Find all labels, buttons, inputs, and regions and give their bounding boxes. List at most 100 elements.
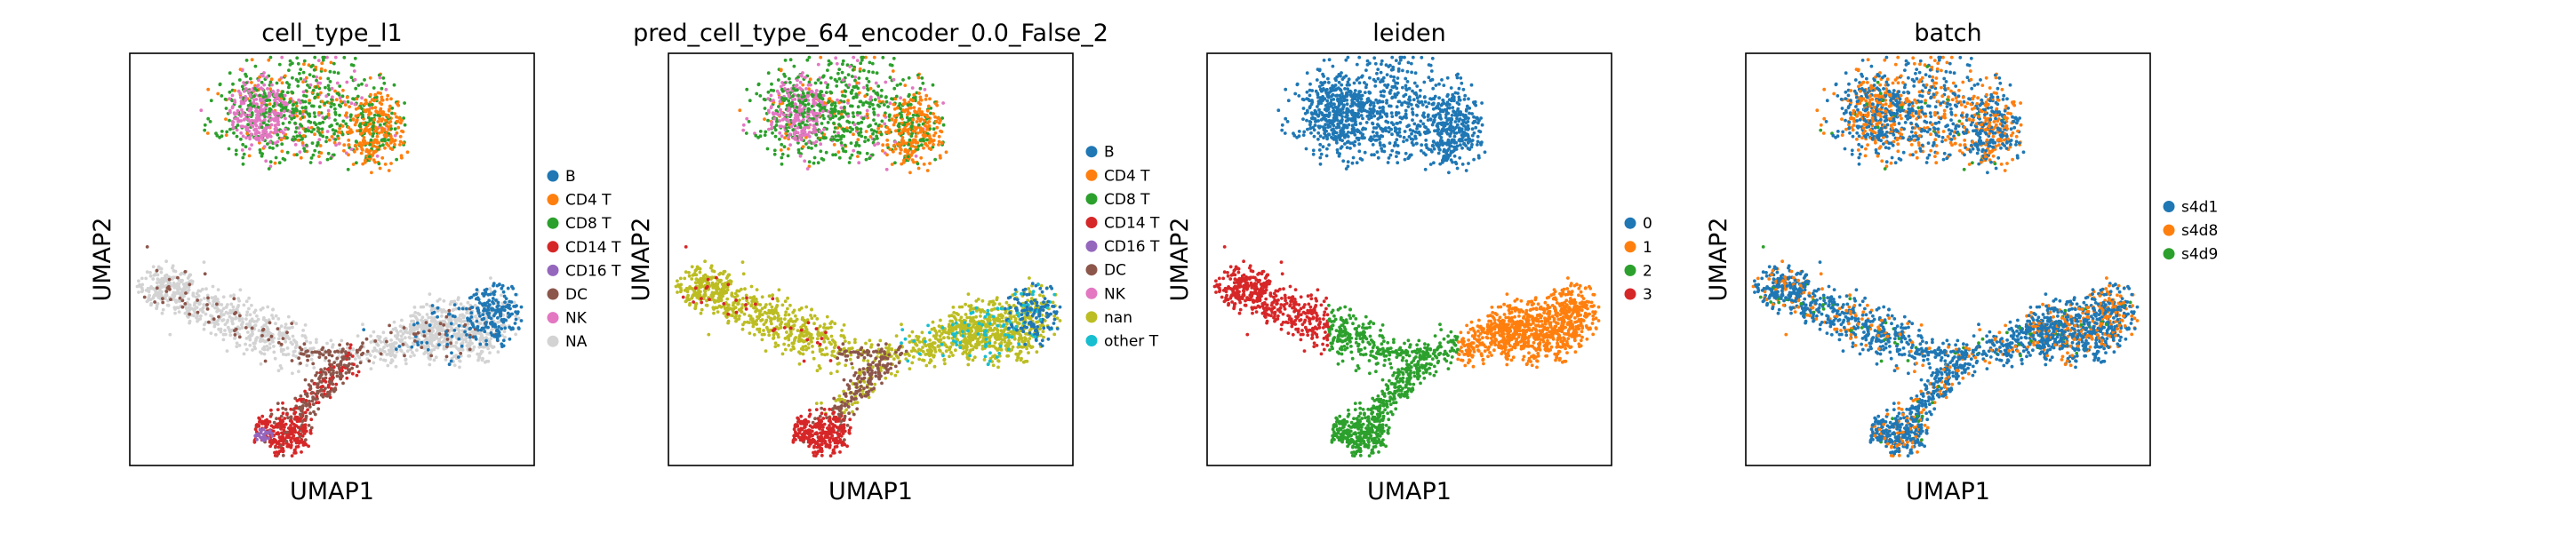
data-point — [235, 345, 239, 348]
data-point — [437, 332, 442, 336]
data-point — [325, 368, 330, 371]
data-point — [447, 312, 451, 316]
data-point — [292, 338, 296, 342]
data-point — [399, 334, 404, 338]
data-point — [320, 127, 324, 131]
data-point — [352, 362, 356, 367]
data-point — [244, 337, 249, 340]
data-point — [177, 284, 181, 289]
data-point — [710, 275, 715, 280]
data-point — [692, 273, 696, 277]
data-point — [291, 76, 294, 80]
data-point — [990, 307, 995, 312]
data-point — [495, 305, 500, 309]
data-point — [358, 131, 363, 136]
data-point — [216, 319, 220, 322]
data-point — [699, 311, 703, 315]
data-point — [738, 314, 741, 318]
data-point — [430, 304, 435, 307]
data-point — [428, 292, 432, 296]
data-point — [1021, 360, 1026, 364]
data-point — [285, 346, 290, 350]
data-point — [475, 319, 479, 323]
data-point — [307, 63, 311, 68]
data-point — [516, 327, 521, 330]
data-point — [504, 297, 508, 300]
data-point — [268, 91, 271, 95]
data-point — [292, 349, 297, 354]
data-point — [324, 372, 328, 376]
data-point — [489, 276, 492, 280]
data-point — [242, 303, 246, 307]
data-point — [267, 318, 271, 322]
data-point — [487, 311, 492, 315]
data-point — [358, 122, 363, 126]
data-point — [988, 300, 992, 304]
data-point — [510, 326, 515, 330]
data-point — [742, 312, 747, 316]
data-point — [519, 305, 524, 309]
data-point — [142, 295, 147, 299]
data-point — [284, 337, 287, 340]
data-point — [722, 288, 726, 292]
data-point — [429, 354, 434, 358]
data-point — [244, 113, 247, 117]
data-point — [979, 314, 982, 318]
data-point — [234, 316, 238, 321]
data-point — [353, 56, 357, 60]
data-point — [342, 148, 346, 153]
data-point — [252, 310, 257, 314]
data-point — [466, 300, 470, 305]
data-point — [828, 322, 833, 325]
data-point — [356, 350, 359, 354]
data-point — [465, 344, 469, 348]
data-point — [266, 419, 269, 423]
data-point — [452, 303, 457, 306]
data-point — [284, 106, 288, 109]
data-point — [991, 363, 996, 368]
data-point — [242, 101, 246, 105]
data-point — [422, 330, 426, 334]
data-point — [434, 345, 438, 349]
data-point — [413, 311, 418, 314]
data-point — [310, 104, 314, 108]
data-point — [237, 318, 242, 322]
data-point — [348, 105, 351, 108]
data-point — [737, 301, 740, 306]
data-point — [282, 109, 286, 114]
data-point — [268, 118, 273, 123]
data-point — [262, 352, 267, 356]
data-point — [1028, 276, 1031, 280]
data-point — [279, 92, 284, 96]
data-point — [295, 153, 299, 157]
data-point — [277, 62, 282, 67]
data-point — [513, 322, 517, 325]
data-point — [338, 124, 342, 128]
data-point — [964, 343, 968, 347]
data-point — [699, 282, 703, 286]
data-point — [837, 362, 841, 365]
data-point — [328, 124, 332, 129]
data-point — [911, 355, 916, 359]
data-point — [954, 348, 957, 353]
data-point — [320, 131, 324, 134]
data-point — [188, 282, 192, 287]
data-point — [234, 116, 238, 121]
data-point — [260, 80, 264, 84]
data-point — [429, 315, 434, 320]
data-point — [247, 129, 251, 133]
data-point — [231, 305, 236, 309]
data-point — [385, 123, 388, 128]
data-point — [458, 365, 461, 370]
data-point — [372, 330, 376, 334]
data-point — [829, 334, 834, 338]
data-point — [818, 349, 822, 354]
data-point — [180, 278, 184, 282]
data-point — [205, 307, 210, 311]
data-point — [445, 342, 450, 346]
data-point — [819, 81, 823, 85]
data-point — [248, 135, 252, 139]
data-point — [246, 89, 251, 93]
data-point — [476, 324, 480, 329]
